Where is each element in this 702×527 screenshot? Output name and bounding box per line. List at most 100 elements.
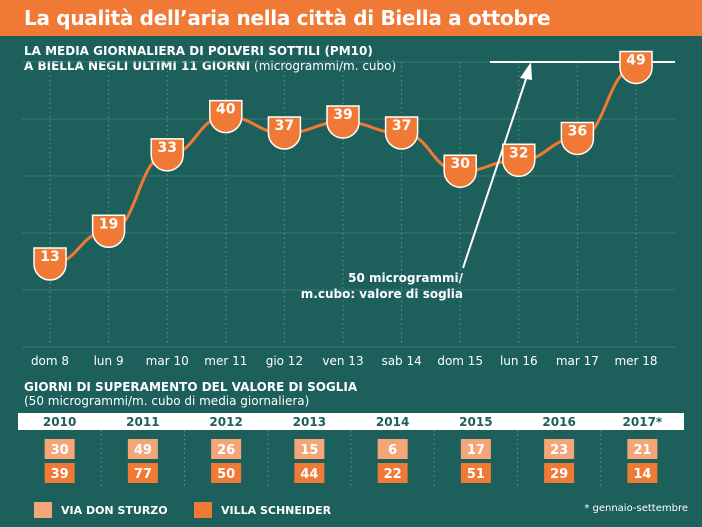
table-cell-value: 22 xyxy=(384,467,402,482)
table-cell-box xyxy=(211,439,242,459)
table-cell: 17 xyxy=(460,439,491,459)
table-cell-value: 49 xyxy=(134,443,152,458)
data-label: 37 xyxy=(275,118,294,134)
table-cell: 15 xyxy=(294,439,325,459)
data-label: 30 xyxy=(450,156,470,172)
table-cell: 22 xyxy=(377,463,408,483)
data-label: 32 xyxy=(509,145,528,161)
table-cell: 23 xyxy=(544,439,575,459)
table-cell: 30 xyxy=(44,439,75,459)
data-label: 37 xyxy=(392,118,411,134)
legend-swatch-via-don-sturzo xyxy=(34,502,52,518)
data-label: 36 xyxy=(568,123,587,139)
annotation-line2: m.cubo: valore di soglia xyxy=(301,287,463,301)
table-cell: 39 xyxy=(44,463,75,483)
x-tick-label: ven 13 xyxy=(322,354,363,368)
chart-subtitle-line1: LA MEDIA GIORNALIERA DI POLVERI SOTTILI … xyxy=(24,44,373,58)
annotation-arrow xyxy=(462,75,528,269)
data-point: 30 xyxy=(443,154,477,188)
headline: La qualità dell’aria nella città di Biel… xyxy=(24,6,551,30)
table-cell: 6 xyxy=(377,439,408,459)
annotation-line1: 50 microgrammi/ xyxy=(348,271,463,285)
section2-subtitle: (50 microgrammi/m. cubo di media giornal… xyxy=(24,394,310,408)
x-tick-label: lun 9 xyxy=(94,354,124,368)
section2-title: GIORNI DI SUPERAMENTO DEL VALORE DI SOGL… xyxy=(24,380,358,394)
table-cell-value: 51 xyxy=(467,467,485,482)
table-cell-value: 23 xyxy=(550,443,568,458)
table-cell: 29 xyxy=(544,463,575,483)
legend-label-via-don-sturzo: VIA DON STURZO xyxy=(61,504,168,517)
table-year-header: 2013 xyxy=(293,415,326,429)
data-label: 19 xyxy=(99,216,118,232)
table-header-band xyxy=(18,413,684,430)
data-point: 49 xyxy=(619,50,653,85)
table-cell-box xyxy=(294,463,325,483)
table-cell-box xyxy=(627,463,658,483)
data-point-marker xyxy=(150,138,184,172)
data-point-marker xyxy=(267,116,302,150)
x-tick-label: lun 16 xyxy=(500,354,538,368)
data-label: 40 xyxy=(216,102,236,118)
table-cell-box xyxy=(460,463,491,483)
data-point: 32 xyxy=(502,143,536,178)
table-cell-value: 39 xyxy=(51,467,69,482)
table-cell-box xyxy=(44,463,75,483)
table-cell-value: 17 xyxy=(467,443,485,458)
table-cell: 44 xyxy=(294,463,325,483)
data-point-marker xyxy=(502,143,536,178)
data-point: 19 xyxy=(91,214,126,249)
x-tick-label: sab 14 xyxy=(381,354,421,368)
data-point-marker xyxy=(33,247,67,281)
footnote: * gennaio-settembre xyxy=(584,503,688,514)
table-cell: 26 xyxy=(211,439,242,459)
data-point: 36 xyxy=(560,121,595,156)
table-year-header: 2016 xyxy=(542,415,575,429)
x-tick-label: mar 17 xyxy=(556,354,599,368)
table-cell-box xyxy=(377,463,408,483)
data-point-marker xyxy=(91,214,126,249)
table-cell-value: 21 xyxy=(633,443,651,458)
data-point: 37 xyxy=(267,116,302,150)
table-cell: 51 xyxy=(460,463,491,483)
table-cell: 21 xyxy=(627,439,658,459)
table-year-header: 2012 xyxy=(209,415,242,429)
annotation-arrowhead xyxy=(520,62,532,80)
data-point: 37 xyxy=(384,116,419,150)
table-cell: 49 xyxy=(127,439,158,459)
table-cell-box xyxy=(44,439,75,459)
table-year-header: 2014 xyxy=(376,415,409,429)
x-tick-label: gio 12 xyxy=(266,354,303,368)
data-point-marker xyxy=(619,50,653,85)
table-cell-box xyxy=(377,439,408,459)
table-cell-value: 30 xyxy=(51,443,69,458)
data-point-marker xyxy=(443,154,477,188)
table-cell-value: 15 xyxy=(300,443,318,458)
table-cell: 14 xyxy=(627,463,658,483)
table-cell-box xyxy=(544,439,575,459)
data-point-marker xyxy=(560,121,595,156)
data-point-marker xyxy=(209,99,243,134)
table-cell-box xyxy=(627,439,658,459)
data-label: 39 xyxy=(333,107,352,123)
table-year-header: 2010 xyxy=(43,415,76,429)
legend-label-villa-schneider: VILLA SCHNEIDER xyxy=(221,504,332,517)
x-tick-label: mer 11 xyxy=(204,354,247,368)
x-tick-label: dom 15 xyxy=(437,354,483,368)
table-year-header: 2015 xyxy=(459,415,492,429)
table-cell-value: 44 xyxy=(300,467,318,482)
x-tick-label: dom 8 xyxy=(31,354,69,368)
table-year-header: 2017* xyxy=(623,415,663,429)
table-cell-value: 6 xyxy=(388,443,397,458)
table-cell-box xyxy=(127,439,158,459)
x-tick-label: mer 18 xyxy=(614,354,657,368)
data-point: 39 xyxy=(326,105,360,139)
table-year-header: 2011 xyxy=(126,415,159,429)
table-cell: 50 xyxy=(211,463,242,483)
table-cell-box xyxy=(127,463,158,483)
data-point: 40 xyxy=(209,99,243,134)
section2: GIORNI DI SUPERAMENTO DEL VALORE DI SOGL… xyxy=(24,380,357,408)
data-point-marker xyxy=(326,105,360,139)
data-label: 33 xyxy=(157,140,176,156)
